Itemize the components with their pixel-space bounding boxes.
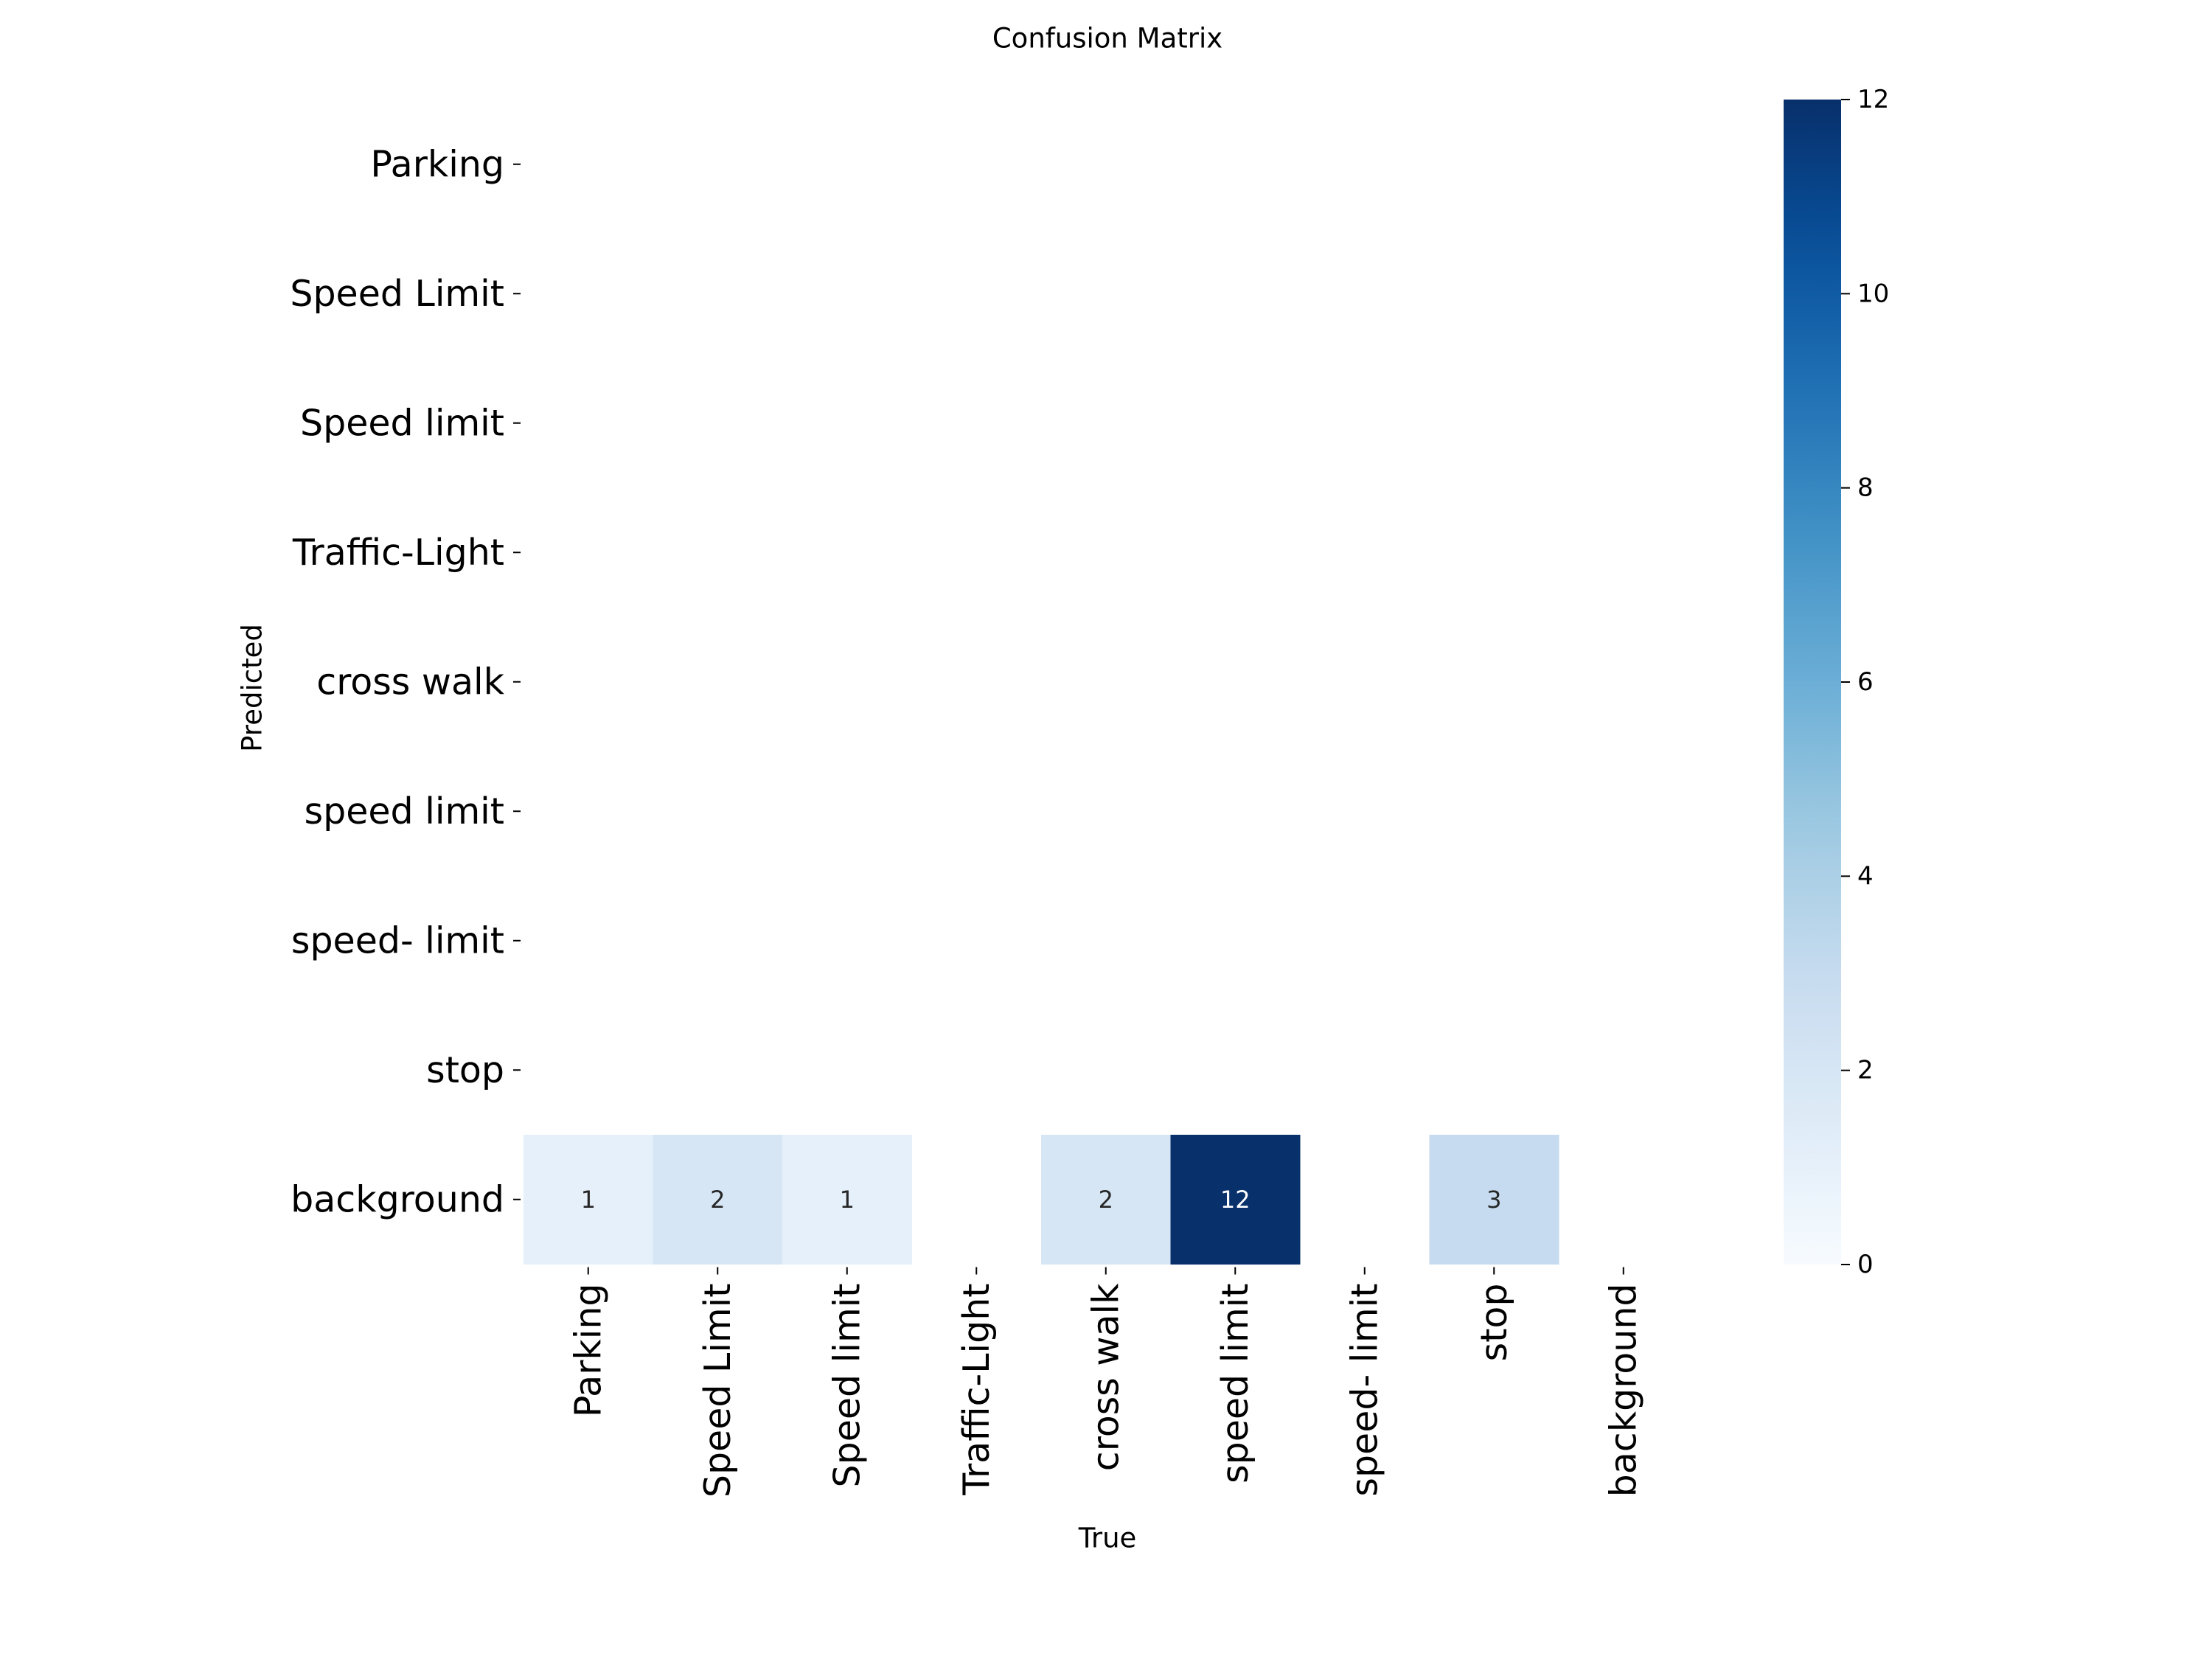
cell-value-label: 2 [710,1186,725,1214]
x-tick-label: stop [1473,1284,1515,1362]
heatmap-cell [653,1135,783,1265]
y-tick-label: cross walk [316,661,504,703]
heatmap-cell-labels: 1 2 1 2 12 3 [581,1186,1502,1214]
y-tick-label: Speed Limit [290,273,504,315]
x-tick-label: Speed Limit [697,1284,739,1498]
heatmap-cells [524,1135,1559,1265]
colorbar-tick-label: 2 [1857,1056,1874,1085]
x-tick-label: cross walk [1085,1283,1127,1471]
colorbar-ticks: 0 2 4 6 8 10 12 [1841,85,1889,1279]
colorbar-tick-label: 10 [1857,279,1889,308]
y-tick-label: background [291,1178,504,1220]
y-axis: Parking Speed Limit Speed limit Traffic-Lig… [290,143,521,1220]
x-tick-label: background [1602,1284,1644,1498]
colorbar [1784,100,1841,1265]
y-tick-label: stop [426,1049,504,1091]
colorbar-tick-label: 6 [1857,667,1874,697]
y-tick-label: Parking [370,143,504,185]
heatmap-cell [1170,1135,1301,1265]
x-tick-label: Speed limit [826,1284,868,1488]
cell-value-label: 2 [1099,1186,1113,1214]
x-tick-label: Traffic-Light [956,1284,998,1496]
colorbar-tick-label: 4 [1857,861,1874,891]
chart-title: Confusion Matrix [992,23,1222,55]
cell-value-label: 3 [1486,1186,1501,1214]
colorbar-tick-label: 0 [1857,1250,1874,1279]
cell-value-label: 12 [1220,1186,1251,1214]
cell-value-label: 1 [581,1186,596,1214]
colorbar-tick-label: 8 [1857,473,1874,503]
x-tick-label: speed limit [1214,1284,1256,1484]
x-tick-label: speed- limit [1343,1284,1385,1497]
heatmap-cell [524,1135,653,1265]
heatmap-cell [782,1135,912,1265]
y-axis-label: Predicted [237,624,268,752]
y-tick-label: speed limit [305,790,504,832]
x-tick-label: Parking [567,1284,609,1418]
cell-value-label: 1 [840,1186,855,1214]
x-axis-label: True [1078,1523,1137,1554]
colorbar-tick-label: 12 [1857,85,1889,114]
y-tick-label: Speed limit [300,402,504,444]
x-axis: Parking Speed Limit Speed limit Traffic-Lig… [567,1267,1644,1498]
heatmap-cell [1041,1135,1171,1265]
y-tick-label: Traffic-Light [292,532,504,574]
y-tick-label: speed- limit [291,919,504,961]
heatmap-cell [1429,1135,1559,1265]
